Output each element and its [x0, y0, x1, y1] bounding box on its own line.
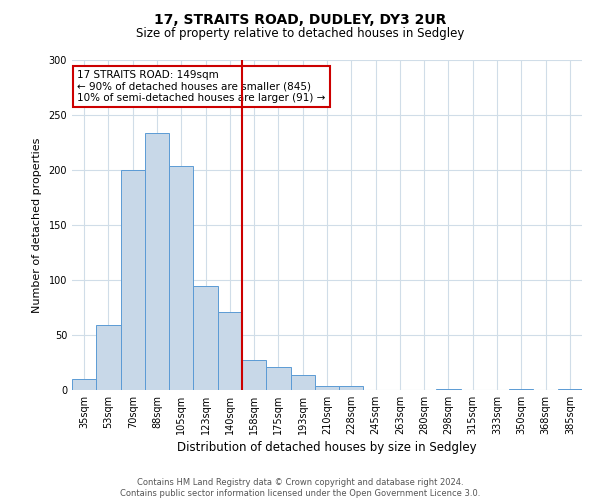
Bar: [242, 360, 266, 390]
Bar: [193, 286, 218, 390]
Bar: [558, 389, 582, 390]
Text: Size of property relative to detached houses in Sedgley: Size of property relative to detached ho…: [136, 28, 464, 40]
Bar: [218, 312, 242, 390]
Bar: [121, 170, 145, 390]
Y-axis label: Number of detached properties: Number of detached properties: [32, 138, 41, 312]
Bar: [169, 166, 193, 390]
Bar: [72, 379, 96, 390]
Text: Contains HM Land Registry data © Crown copyright and database right 2024.
Contai: Contains HM Land Registry data © Crown c…: [120, 478, 480, 498]
Bar: [339, 386, 364, 390]
Bar: [266, 367, 290, 390]
Bar: [145, 132, 169, 390]
X-axis label: Distribution of detached houses by size in Sedgley: Distribution of detached houses by size …: [177, 441, 477, 454]
Bar: [436, 389, 461, 390]
Bar: [290, 374, 315, 390]
Bar: [315, 386, 339, 390]
Text: 17, STRAITS ROAD, DUDLEY, DY3 2UR: 17, STRAITS ROAD, DUDLEY, DY3 2UR: [154, 12, 446, 26]
Text: 17 STRAITS ROAD: 149sqm
← 90% of detached houses are smaller (845)
10% of semi-d: 17 STRAITS ROAD: 149sqm ← 90% of detache…: [77, 70, 325, 103]
Bar: [96, 325, 121, 390]
Bar: [509, 389, 533, 390]
